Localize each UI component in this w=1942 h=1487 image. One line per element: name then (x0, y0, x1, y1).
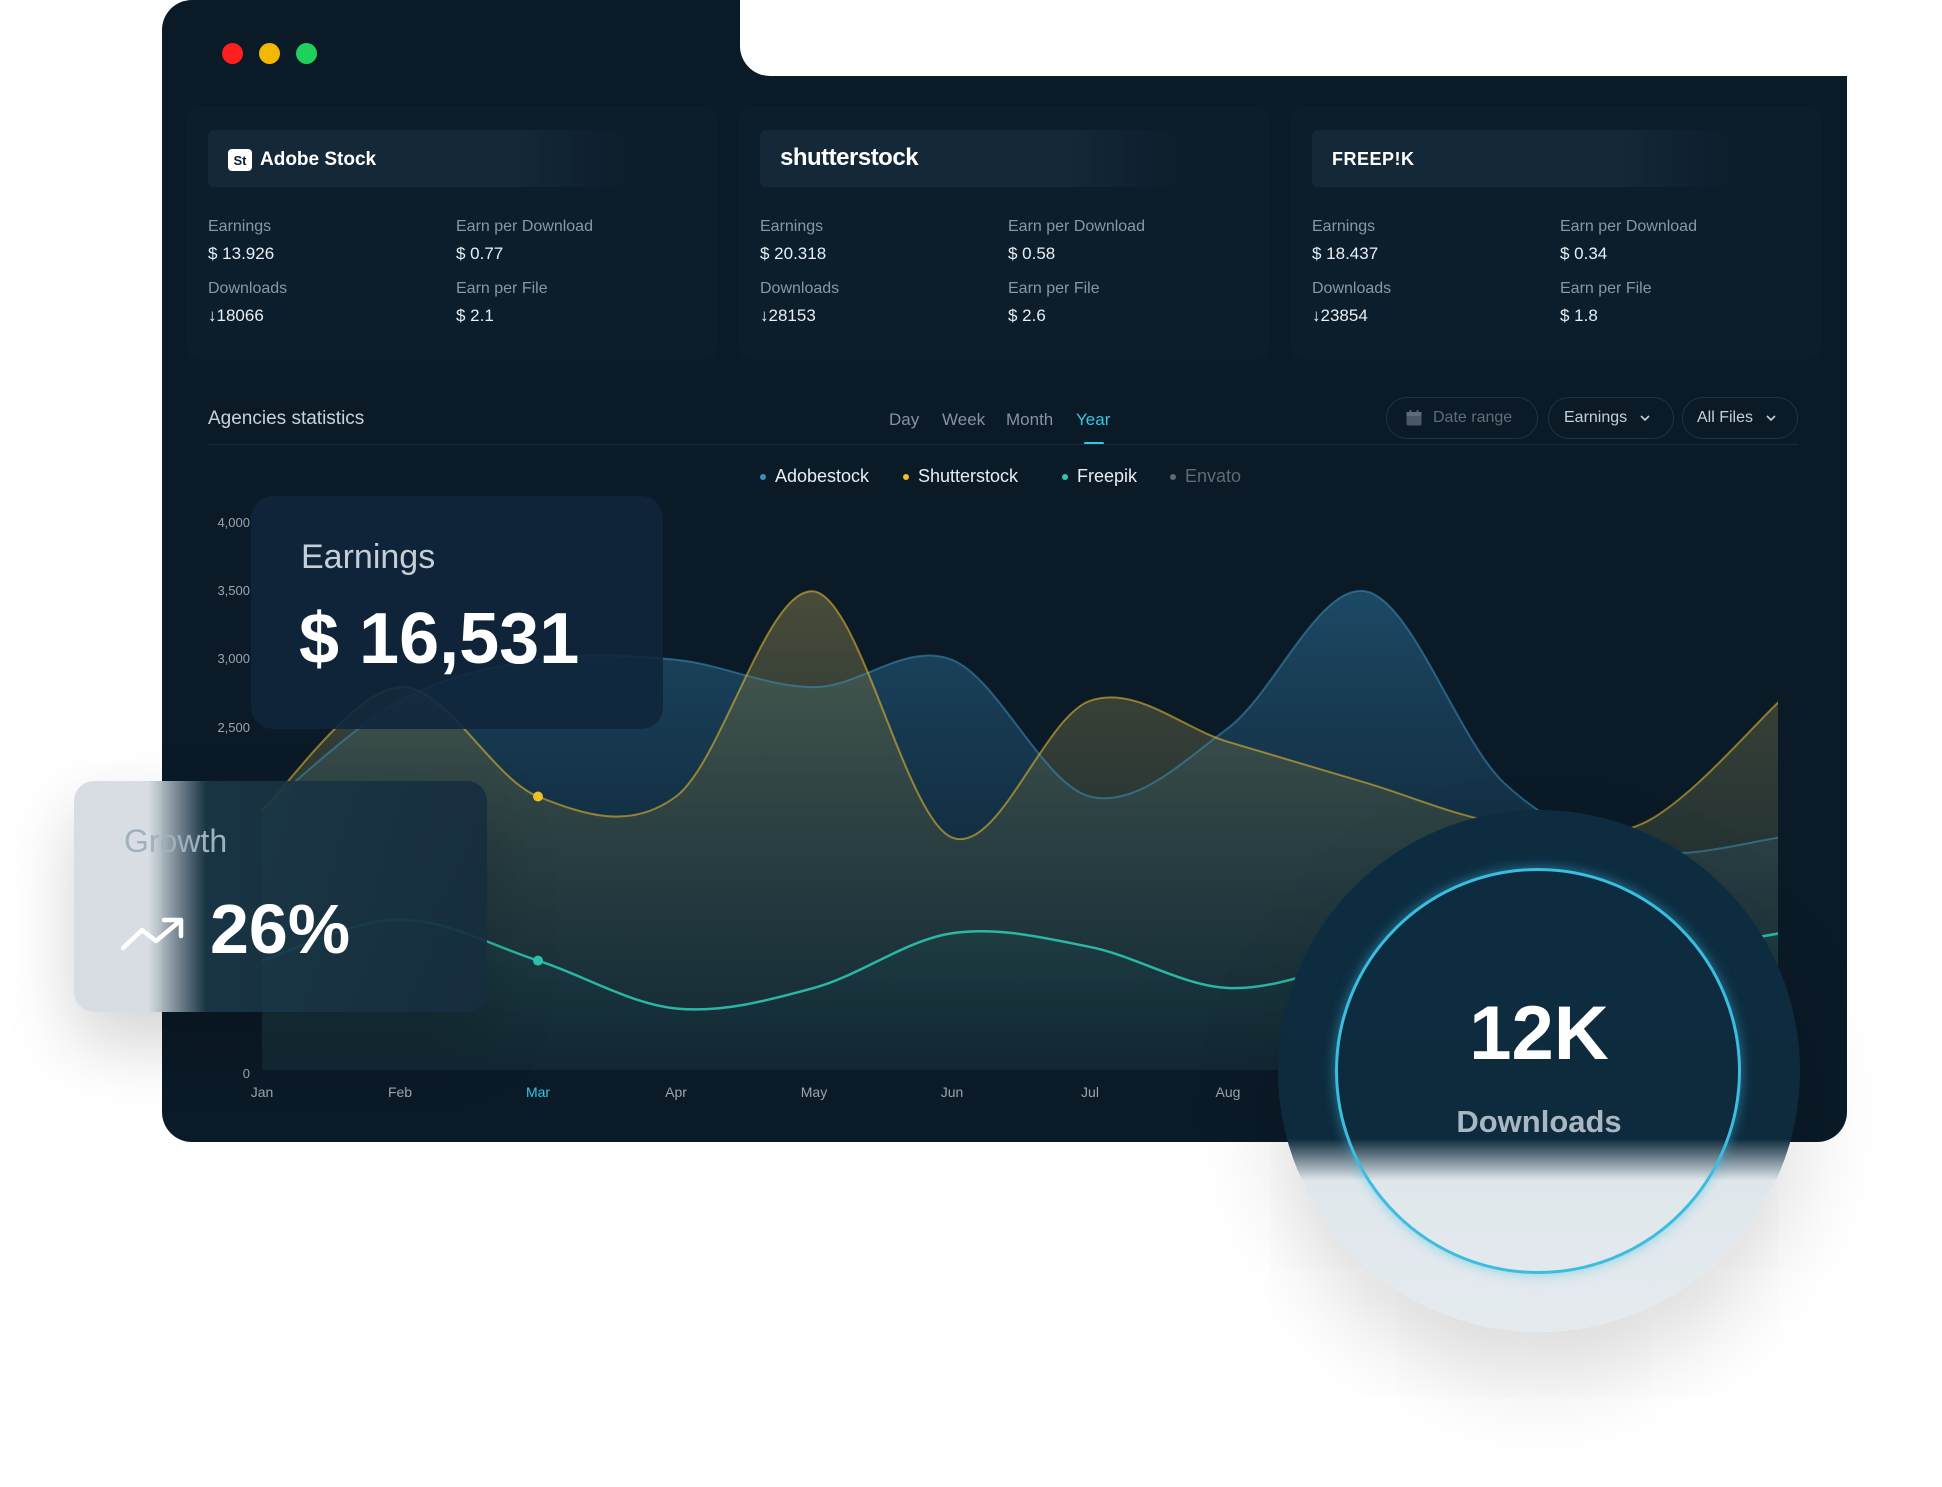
maximize-window-dot[interactable] (296, 43, 317, 64)
tab-day[interactable]: Day (889, 410, 920, 429)
stats-title: Agencies statistics (208, 408, 365, 429)
agency-brand-bar: St Adobe Stock (208, 130, 638, 187)
legend-dot (903, 473, 909, 480)
y-tick-label: 2,500 (217, 720, 250, 735)
date-range-label: Date range (1433, 409, 1513, 426)
earn-per-download-value: $ 0.34 (1560, 244, 1608, 263)
freepik-logo: FREEP!K (1332, 149, 1415, 169)
growth-summary-card: Growth 26% (74, 781, 487, 1012)
x-tick-label: Jun (940, 1084, 964, 1100)
tab-week[interactable]: Week (942, 410, 986, 429)
earn-per-download-value: $ 0.77 (456, 244, 504, 263)
downloads-value: ↓28153 (760, 306, 816, 325)
agency-card-adobe: St Adobe Stock Earnings $ 13.926 Earn pe… (186, 106, 718, 360)
point-marker-shutterstock[interactable] (533, 791, 543, 802)
earn-per-file-label: Earn per File (456, 280, 548, 297)
downloads-ring (1335, 868, 1741, 1274)
x-tick-label: Aug (1215, 1084, 1241, 1100)
shutterstock-logo: shutterstock (780, 144, 919, 171)
y-tick-label: 4,000 (217, 515, 250, 530)
legend-shutterstock[interactable]: Shutterstock (903, 466, 1018, 487)
earnings-card-label: Earnings (301, 538, 436, 576)
earn-per-file-value: $ 2.1 (456, 306, 494, 325)
legend-label: Freepik (1077, 466, 1138, 486)
y-tick-label: 3,000 (217, 651, 250, 666)
active-tab-indicator (1084, 442, 1104, 445)
earnings-value: $ 18.437 (1312, 244, 1379, 263)
adobe-stock-icon: St (228, 149, 252, 171)
agency-brand-bar: shutterstock (760, 130, 1190, 187)
earnings-card-value: $ 16,531 (299, 599, 580, 679)
downloads-label: Downloads (208, 280, 288, 297)
chevron-down-icon (1766, 415, 1776, 422)
x-tick-label-active: Mar (525, 1084, 551, 1100)
earn-per-file-value: $ 1.8 (1560, 306, 1598, 325)
downloads-label: Downloads (760, 280, 840, 297)
stats-divider (208, 444, 1798, 445)
date-range-button[interactable]: Date range (1386, 397, 1538, 439)
files-select-value: All Files (1697, 409, 1754, 426)
downloads-value: ↓18066 (208, 306, 264, 325)
downloads-value: ↓23854 (1312, 306, 1368, 325)
calendar-icon (1406, 410, 1422, 426)
close-window-dot[interactable] (222, 43, 243, 64)
x-tick-label: Feb (387, 1084, 413, 1100)
growth-card-value: 26% (210, 890, 351, 968)
earnings-summary-card: Earnings $ 16,531 (251, 496, 663, 729)
legend-dot (760, 473, 766, 480)
minimize-window-dot[interactable] (259, 43, 280, 64)
x-tick-label: May (800, 1084, 828, 1100)
x-tick-label: Apr (665, 1084, 687, 1100)
earn-per-download-value: $ 0.58 (1008, 244, 1056, 263)
trending-up-icon (120, 917, 184, 951)
agency-card-shutterstock: shutterstock Earnings $ 20.318 Earn per … (738, 106, 1270, 360)
earnings-value: $ 20.318 (760, 244, 827, 263)
earn-per-file-label: Earn per File (1008, 280, 1100, 297)
legend-label: Shutterstock (918, 466, 1019, 486)
agency-brand-bar: FREEP!K (1312, 130, 1742, 187)
window-notch (740, 0, 1849, 76)
tab-month[interactable]: Month (1006, 410, 1054, 429)
x-tick-label: Jul (1081, 1084, 1099, 1100)
growth-card-label: Growth (124, 823, 228, 859)
x-tick-label: Jan (250, 1084, 274, 1100)
earn-per-download-label: Earn per Download (456, 218, 593, 235)
y-tick-label: 3,500 (217, 583, 250, 598)
earn-per-file-label: Earn per File (1560, 280, 1652, 297)
files-select[interactable]: All Files (1682, 397, 1798, 439)
point-marker-freepik[interactable] (533, 955, 543, 966)
metric-select[interactable]: Earnings (1548, 397, 1674, 439)
earnings-label: Earnings (760, 218, 824, 235)
earnings-label: Earnings (208, 218, 272, 235)
earn-per-file-value: $ 2.6 (1008, 306, 1046, 325)
earnings-value: $ 13.926 (208, 244, 275, 263)
adobe-stock-logo: St Adobe Stock (228, 149, 376, 171)
downloads-label: Downloads (1312, 280, 1392, 297)
legend-envato[interactable]: Envato (1170, 466, 1241, 487)
legend-dot (1062, 473, 1068, 480)
downloads-count: 12K (1469, 991, 1609, 1076)
legend-label: Adobestock (775, 466, 870, 486)
metric-select-value: Earnings (1564, 409, 1628, 426)
chevron-down-icon (1640, 415, 1650, 422)
y-tick-label: 0 (242, 1066, 250, 1081)
tab-year[interactable]: Year (1076, 410, 1111, 429)
downloads-label: Downloads (1456, 1104, 1622, 1139)
earnings-label: Earnings (1312, 218, 1376, 235)
agency-card-freepik: FREEP!K Earnings $ 18.437 Earn per Downl… (1290, 106, 1822, 360)
earn-per-download-label: Earn per Download (1560, 218, 1697, 235)
agency-name: Adobe Stock (260, 149, 377, 170)
legend-adobestock[interactable]: Adobestock (760, 466, 869, 487)
legend-freepik[interactable]: Freepik (1062, 466, 1137, 487)
earn-per-download-label: Earn per Download (1008, 218, 1145, 235)
legend-label: Envato (1185, 466, 1242, 486)
legend-dot (1170, 473, 1176, 480)
